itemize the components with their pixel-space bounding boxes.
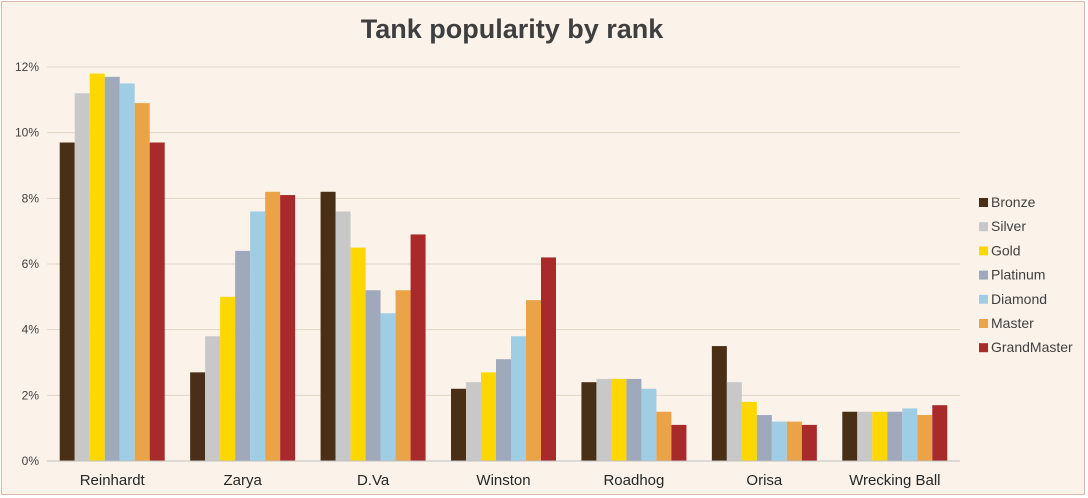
bar-bronze-orisa (711, 346, 727, 461)
bar-bronze-reinhardt (59, 142, 75, 461)
bar-platinum-reinhardt (104, 76, 120, 461)
legend-swatch-silver (979, 222, 988, 232)
bar-diamond-d-va (380, 313, 396, 461)
legend-swatch-platinum (979, 270, 988, 280)
bar-silver-reinhardt (74, 93, 90, 462)
bar-bronze-wrecking-ball (842, 411, 858, 461)
bar-grandmaster-wrecking-ball (932, 405, 948, 461)
legend-swatch-diamond (979, 294, 988, 304)
bar-grandmaster-orisa (801, 424, 817, 461)
bar-grandmaster-zarya (280, 195, 296, 462)
legend-label-grandmaster: GrandMaster (991, 339, 1073, 355)
bar-platinum-roadhog (626, 378, 642, 461)
bar-master-reinhardt (134, 103, 150, 461)
legend-swatch-grandmaster (979, 343, 988, 353)
y-tick-label: 10% (15, 126, 39, 140)
bar-bronze-roadhog (581, 382, 597, 461)
bar-master-zarya (265, 191, 281, 461)
axes: 0% 2% 4% 6% 8% 10% 12% Reinhardt Zarya D.Va Winsto… (15, 60, 960, 489)
bar-silver-zarya (205, 336, 221, 461)
bar-diamond-wrecking-ball (902, 408, 918, 461)
bar-grandmaster-roadhog (671, 424, 687, 461)
bar-gold-d-va (350, 247, 366, 461)
bar-master-d-va (395, 290, 411, 461)
bar-gold-wrecking-ball (872, 411, 888, 461)
bar-grandmaster-winston (541, 257, 556, 461)
legend-label-silver: Silver (991, 218, 1026, 234)
x-category-label: Zarya (223, 472, 262, 489)
legend-label-gold: Gold (991, 242, 1021, 258)
y-tick-label: 6% (22, 257, 40, 271)
bar-master-wrecking-ball (917, 415, 933, 461)
bar-platinum-orisa (756, 415, 772, 461)
y-tick-label: 12% (15, 60, 39, 74)
chart-title: Tank popularity by rank (360, 14, 664, 44)
bar-diamond-roadhog (641, 388, 657, 461)
x-category-label: Orisa (746, 472, 782, 489)
x-category-label: Roadhog (603, 472, 664, 489)
bar-master-orisa (786, 421, 802, 461)
bar-grandmaster-d-va (410, 234, 426, 461)
x-category-label: Winston (476, 472, 530, 489)
y-tick-label: 0% (22, 454, 40, 468)
x-category-label: D.Va (357, 472, 390, 489)
legend-label-bronze: Bronze (991, 194, 1036, 210)
bar-silver-winston (466, 382, 481, 461)
bar-platinum-d-va (365, 290, 381, 461)
bar-gold-roadhog (611, 378, 627, 461)
bar-master-roadhog (656, 411, 672, 461)
bar-silver-wrecking-ball (857, 411, 873, 461)
bar-diamond-orisa (771, 421, 787, 461)
bar-bronze-d-va (320, 191, 336, 461)
bar-master-winston (526, 300, 541, 461)
x-category-label: Wrecking Ball (849, 472, 940, 489)
bar-diamond-zarya (250, 211, 266, 461)
bar-platinum-wrecking-ball (887, 411, 903, 461)
bar-bronze-zarya (190, 372, 206, 461)
bar-gold-orisa (741, 401, 757, 461)
bar-gold-zarya (220, 296, 236, 461)
bar-platinum-zarya (235, 250, 251, 461)
bar-silver-d-va (335, 211, 351, 461)
bar-bronze-winston (451, 388, 466, 461)
bar-platinum-winston (496, 359, 511, 461)
legend: Bronze Silver Gold Platinum Diamond Master Gra… (979, 194, 1073, 355)
bar-diamond-winston (511, 336, 526, 461)
legend-swatch-master (979, 319, 988, 328)
bar-diamond-reinhardt (119, 83, 135, 462)
gridlines (47, 66, 960, 396)
bar-silver-orisa (726, 382, 742, 461)
legend-label-platinum: Platinum (991, 267, 1045, 283)
bar-gold-reinhardt (89, 73, 105, 462)
y-tick-label: 8% (22, 191, 40, 205)
legend-label-master: Master (991, 315, 1034, 331)
bar-grandmaster-reinhardt (149, 142, 165, 461)
y-tick-label: 4% (22, 323, 40, 337)
bars (59, 73, 948, 462)
x-category-label: Reinhardt (80, 472, 146, 489)
bar-gold-winston (481, 372, 496, 461)
legend-label-diamond: Diamond (991, 291, 1047, 307)
legend-swatch-bronze (979, 198, 988, 207)
legend-swatch-gold (979, 246, 988, 256)
bar-silver-roadhog (596, 378, 612, 461)
y-tick-label: 2% (22, 388, 40, 402)
